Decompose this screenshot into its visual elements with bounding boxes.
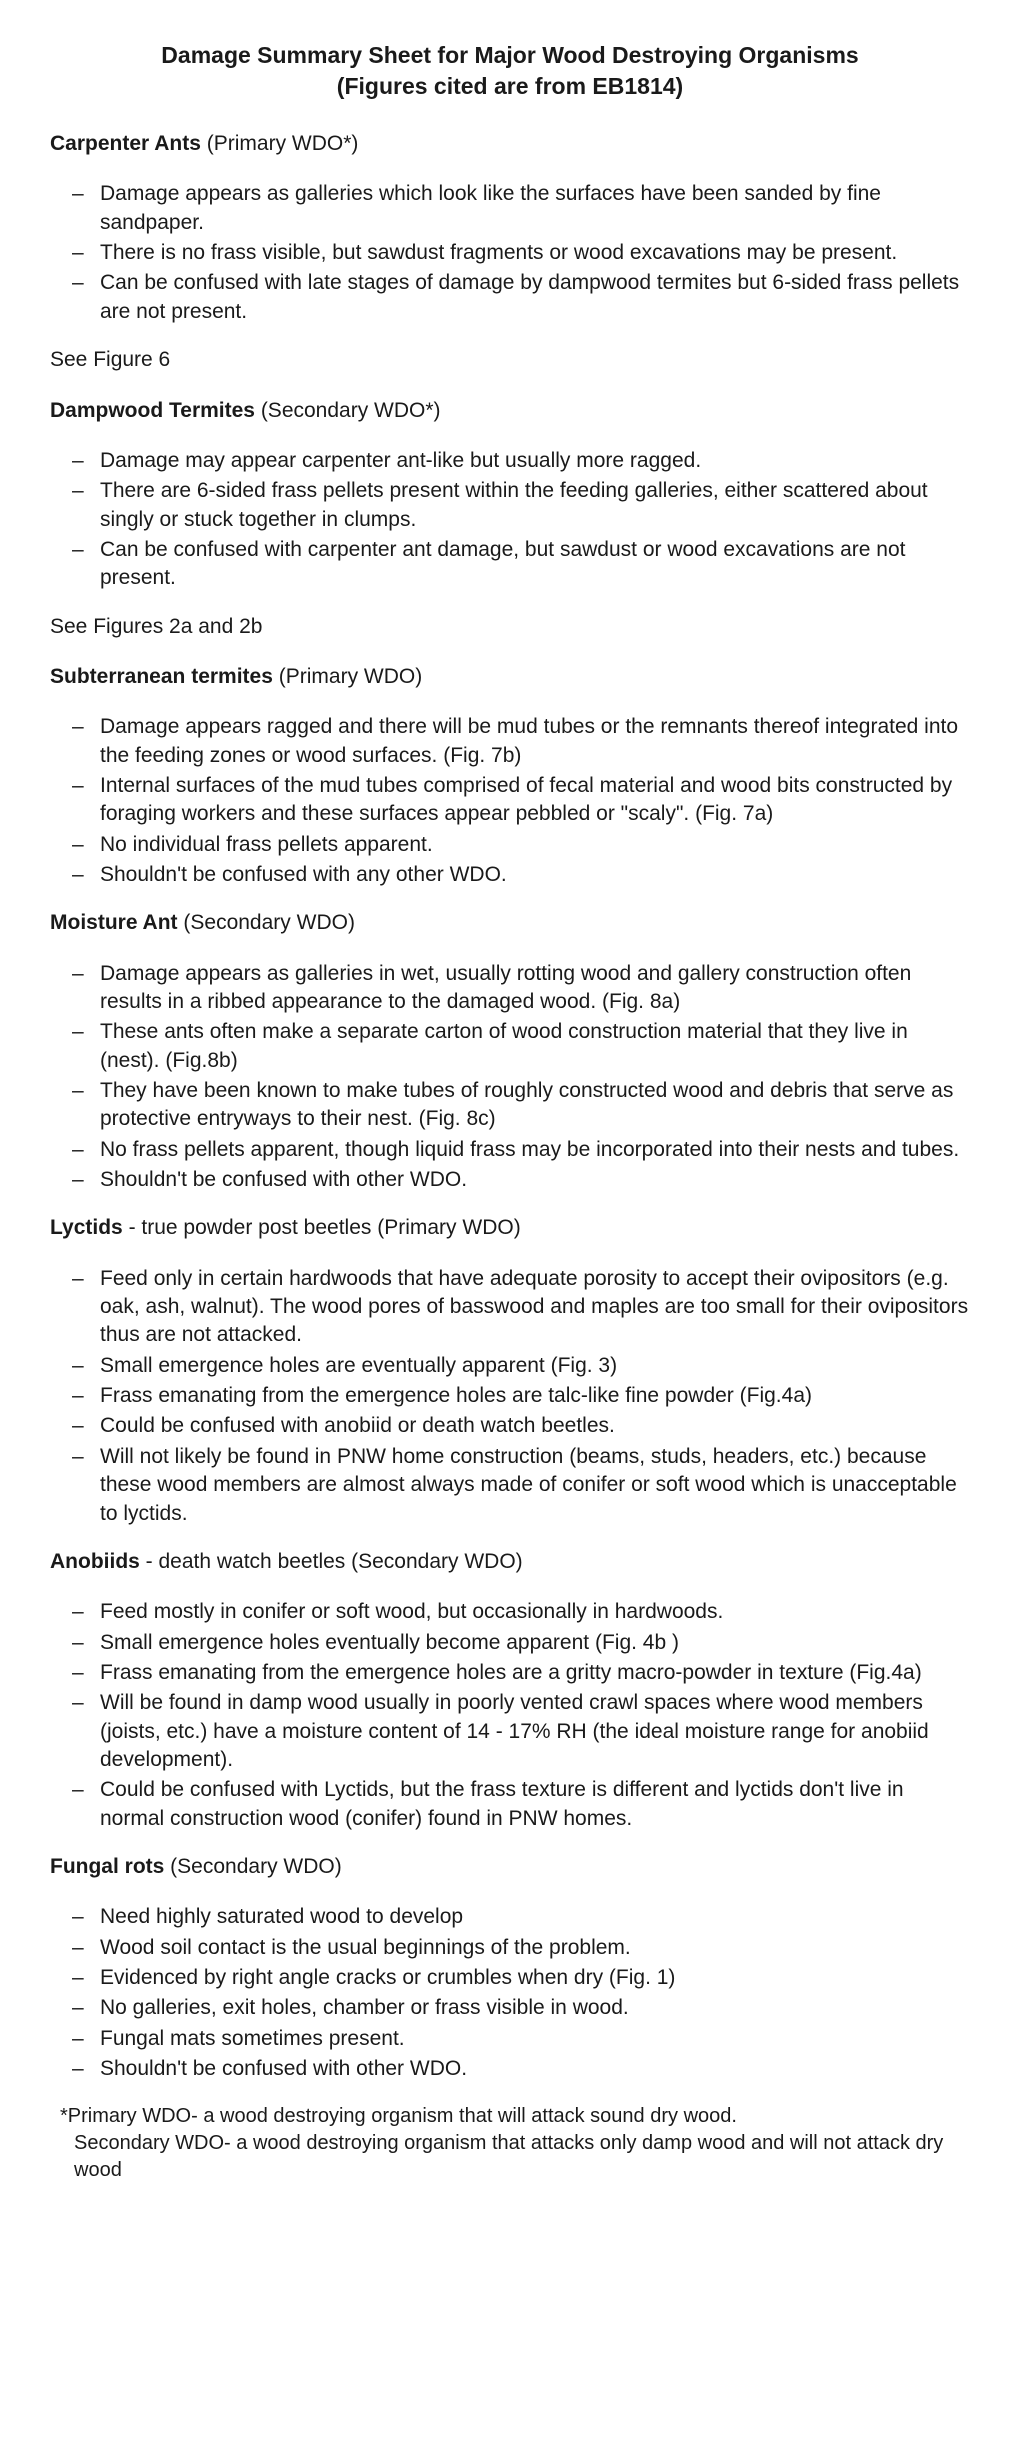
bullet-list: Damage appears as galleries in wet, usua… xyxy=(50,960,970,1195)
organism-qualifier: (Primary WDO) xyxy=(273,665,422,688)
bullet-item: Damage may appear carpenter ant-like but… xyxy=(72,447,970,475)
bullet-item: Could be confused with anobiid or death … xyxy=(72,1412,970,1440)
bullet-item: No individual frass pellets apparent. xyxy=(72,831,970,859)
bullet-item: Damage appears ragged and there will be … xyxy=(72,713,970,770)
bullet-item: Feed only in certain hardwoods that have… xyxy=(72,1265,970,1350)
title-line-2: (Figures cited are from EB1814) xyxy=(50,71,970,102)
bullet-item: Will be found in damp wood usually in po… xyxy=(72,1689,970,1774)
organism-name: Fungal rots xyxy=(50,1855,164,1878)
section: Subterranean termites (Primary WDO) Damag… xyxy=(50,663,970,889)
section-heading: Dampwood Termites (Secondary WDO*) xyxy=(50,397,970,425)
section: Anobiids - death watch beetles (Secondar… xyxy=(50,1548,970,1833)
see-figures: See Figure 6 xyxy=(50,346,970,374)
organism-name: Lyctids xyxy=(50,1216,123,1239)
bullet-item: These ants often make a separate carton … xyxy=(72,1018,970,1075)
section-heading: Lyctids - true powder post beetles (Prim… xyxy=(50,1214,970,1242)
bullet-item: No frass pellets apparent, though liquid… xyxy=(72,1136,970,1164)
organism-qualifier: (Primary WDO*) xyxy=(201,132,358,155)
footnote: *Primary WDO- a wood destroying organism… xyxy=(50,2103,970,2184)
bullet-list: Damage appears ragged and there will be … xyxy=(50,713,970,889)
bullet-list: Damage may appear carpenter ant-like but… xyxy=(50,447,970,593)
bullet-item: Internal surfaces of the mud tubes compr… xyxy=(72,772,970,829)
section: Dampwood Termites (Secondary WDO*) Damage… xyxy=(50,397,970,641)
bullet-item: Wood soil contact is the usual beginning… xyxy=(72,1934,970,1962)
footnote-secondary: Secondary WDO- a wood destroying organis… xyxy=(60,2130,970,2184)
bullet-item: Damage appears as galleries which look l… xyxy=(72,180,970,237)
organism-name: Subterranean termites xyxy=(50,665,273,688)
bullet-item: Can be confused with carpenter ant damag… xyxy=(72,536,970,593)
organism-qualifier: (Secondary WDO*) xyxy=(255,399,441,422)
bullet-item: Evidenced by right angle cracks or crumb… xyxy=(72,1964,970,1992)
bullet-item: Shouldn't be confused with any other WDO… xyxy=(72,861,970,889)
footnote-primary: *Primary WDO- a wood destroying organism… xyxy=(60,2105,737,2127)
bullet-item: There is no frass visible, but sawdust f… xyxy=(72,239,970,267)
organism-qualifier: - death watch beetles (Secondary WDO) xyxy=(140,1550,523,1573)
bullet-item: They have been known to make tubes of ro… xyxy=(72,1077,970,1134)
section-heading: Carpenter Ants (Primary WDO*) xyxy=(50,130,970,158)
bullet-item: Shouldn't be confused with other WDO. xyxy=(72,1166,970,1194)
bullet-item: Frass emanating from the emergence holes… xyxy=(72,1659,970,1687)
organism-qualifier: (Secondary WDO) xyxy=(178,911,355,934)
organism-qualifier: - true powder post beetles (Primary WDO) xyxy=(123,1216,521,1239)
organism-qualifier: (Secondary WDO) xyxy=(164,1855,341,1878)
section: Lyctids - true powder post beetles (Prim… xyxy=(50,1214,970,1527)
title-line-1: Damage Summary Sheet for Major Wood Dest… xyxy=(50,40,970,71)
organism-name: Moisture Ant xyxy=(50,911,178,934)
section-heading: Fungal rots (Secondary WDO) xyxy=(50,1853,970,1881)
bullet-item: Small emergence holes eventually become … xyxy=(72,1629,970,1657)
bullet-list: Need highly saturated wood to develop Woo… xyxy=(50,1903,970,2083)
bullet-list: Feed mostly in conifer or soft wood, but… xyxy=(50,1598,970,1833)
section: Moisture Ant (Secondary WDO) Damage appea… xyxy=(50,909,970,1194)
bullet-item: Feed mostly in conifer or soft wood, but… xyxy=(72,1598,970,1626)
organism-name: Dampwood Termites xyxy=(50,399,255,422)
organism-name: Carpenter Ants xyxy=(50,132,201,155)
sections-container: Carpenter Ants (Primary WDO*) Damage appe… xyxy=(50,130,970,2083)
bullet-item: Could be confused with Lyctids, but the … xyxy=(72,1776,970,1833)
bullet-list: Feed only in certain hardwoods that have… xyxy=(50,1265,970,1528)
section-heading: Moisture Ant (Secondary WDO) xyxy=(50,909,970,937)
document-title: Damage Summary Sheet for Major Wood Dest… xyxy=(50,40,970,102)
bullet-list: Damage appears as galleries which look l… xyxy=(50,180,970,326)
bullet-item: Frass emanating from the emergence holes… xyxy=(72,1382,970,1410)
organism-name: Anobiids xyxy=(50,1550,140,1573)
section: Fungal rots (Secondary WDO) Need highly s… xyxy=(50,1853,970,2083)
bullet-item: Can be confused with late stages of dama… xyxy=(72,269,970,326)
bullet-item: There are 6-sided frass pellets present … xyxy=(72,477,970,534)
bullet-item: No galleries, exit holes, chamber or fra… xyxy=(72,1994,970,2022)
bullet-item: Shouldn't be confused with other WDO. xyxy=(72,2055,970,2083)
bullet-item: Will not likely be found in PNW home con… xyxy=(72,1443,970,1528)
bullet-item: Damage appears as galleries in wet, usua… xyxy=(72,960,970,1017)
bullet-item: Need highly saturated wood to develop xyxy=(72,1903,970,1931)
section-heading: Subterranean termites (Primary WDO) xyxy=(50,663,970,691)
bullet-item: Fungal mats sometimes present. xyxy=(72,2025,970,2053)
see-figures: See Figures 2a and 2b xyxy=(50,613,970,641)
section: Carpenter Ants (Primary WDO*) Damage appe… xyxy=(50,130,970,374)
section-heading: Anobiids - death watch beetles (Secondar… xyxy=(50,1548,970,1576)
bullet-item: Small emergence holes are eventually app… xyxy=(72,1352,970,1380)
